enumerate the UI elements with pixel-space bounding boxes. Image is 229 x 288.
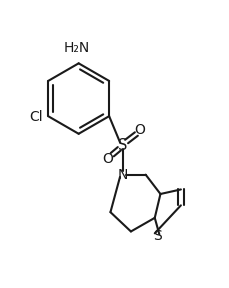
- Text: H₂N: H₂N: [63, 41, 89, 55]
- Text: S: S: [118, 138, 127, 153]
- Text: O: O: [134, 123, 145, 137]
- Text: Cl: Cl: [29, 110, 42, 124]
- Text: S: S: [152, 229, 161, 243]
- Text: N: N: [117, 168, 128, 182]
- Text: O: O: [102, 152, 113, 166]
